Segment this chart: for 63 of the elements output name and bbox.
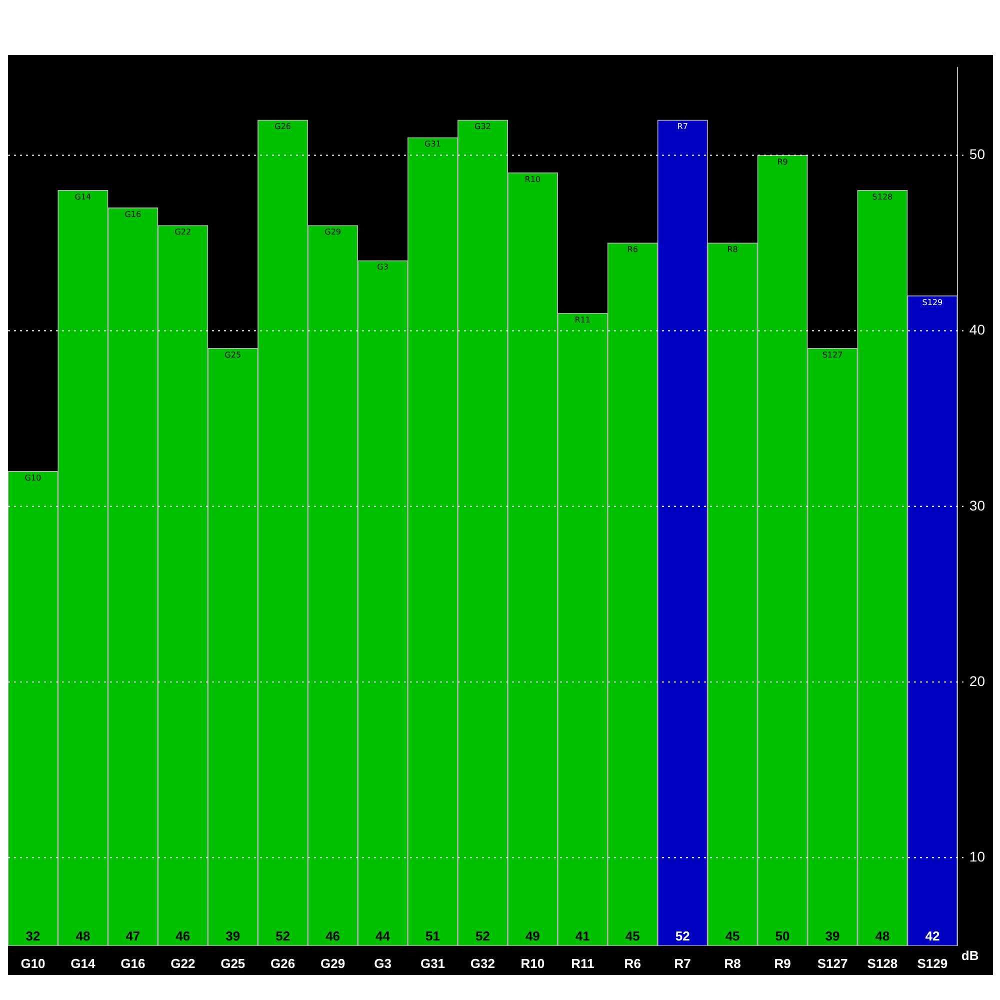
- x-tick-label: G3: [374, 956, 392, 971]
- x-tick-label: S128: [867, 956, 898, 971]
- category-label: R9: [777, 157, 788, 166]
- data-label: 46: [326, 928, 340, 944]
- category-label: G16: [124, 210, 142, 219]
- y-axis-title: dB: [961, 948, 979, 963]
- category-label: S129: [922, 298, 943, 307]
- x-tick-label: G16: [120, 956, 146, 971]
- x-tick-label: R8: [724, 956, 741, 971]
- category-label: R6: [627, 245, 638, 254]
- x-tick-label: G25: [220, 956, 246, 971]
- x-tick-label: R11: [571, 956, 594, 971]
- data-label: 39: [825, 928, 840, 944]
- x-tick-label: S127: [817, 956, 848, 971]
- x-tick-label: G31: [420, 956, 446, 971]
- data-label: 41: [575, 928, 590, 944]
- category-label: R10: [524, 174, 541, 184]
- data-label: 46: [176, 928, 190, 944]
- x-tick-label: G29: [320, 956, 346, 971]
- x-tick-label: S129: [917, 956, 948, 971]
- category-label: G29: [324, 228, 341, 237]
- data-label: 50: [775, 928, 790, 944]
- x-tick-label: R7: [674, 956, 691, 971]
- category-label: G26: [274, 122, 292, 132]
- data-label: 47: [126, 928, 140, 944]
- y-tick-label: 40: [969, 322, 986, 338]
- category-label: G25: [224, 350, 242, 360]
- category-label: R7: [677, 122, 688, 132]
- category-label: G14: [74, 192, 92, 202]
- category-label: G31: [424, 140, 441, 149]
- x-tick-label: G32: [470, 956, 496, 971]
- data-label: 48: [76, 928, 90, 944]
- data-label: 52: [276, 928, 290, 944]
- category-label: R8: [727, 245, 738, 254]
- data-label: 32: [26, 928, 40, 944]
- y-tick-label: 50: [969, 146, 986, 162]
- category-label: G10: [24, 473, 42, 482]
- category-label: G22: [174, 228, 192, 237]
- data-label: 51: [426, 928, 440, 944]
- x-tick-label: G10: [20, 956, 46, 971]
- data-label: 48: [875, 928, 890, 944]
- data-label: 45: [725, 928, 740, 944]
- x-tick-label: R9: [774, 956, 791, 971]
- data-label: 42: [925, 928, 940, 944]
- data-label: 49: [525, 928, 540, 944]
- data-label: 52: [675, 928, 690, 944]
- category-label: G3: [377, 262, 388, 272]
- category-label: S127: [822, 350, 843, 360]
- data-label: 44: [376, 928, 391, 944]
- category-label: R11: [574, 315, 591, 324]
- data-label: 39: [226, 928, 240, 944]
- y-tick-label: 20: [969, 672, 986, 689]
- x-tick-label: G26: [270, 956, 296, 971]
- x-tick-label: R10: [520, 956, 545, 971]
- category-label: G32: [474, 122, 491, 132]
- data-label: 52: [475, 928, 490, 944]
- data-label: 45: [625, 928, 640, 944]
- y-tick-label: 30: [969, 497, 986, 514]
- x-tick-label: G22: [170, 956, 196, 971]
- x-tick-label: G14: [70, 956, 96, 971]
- x-tick-label: R6: [624, 956, 641, 971]
- category-label: S128: [872, 192, 893, 202]
- y-tick-label: 10: [969, 848, 986, 864]
